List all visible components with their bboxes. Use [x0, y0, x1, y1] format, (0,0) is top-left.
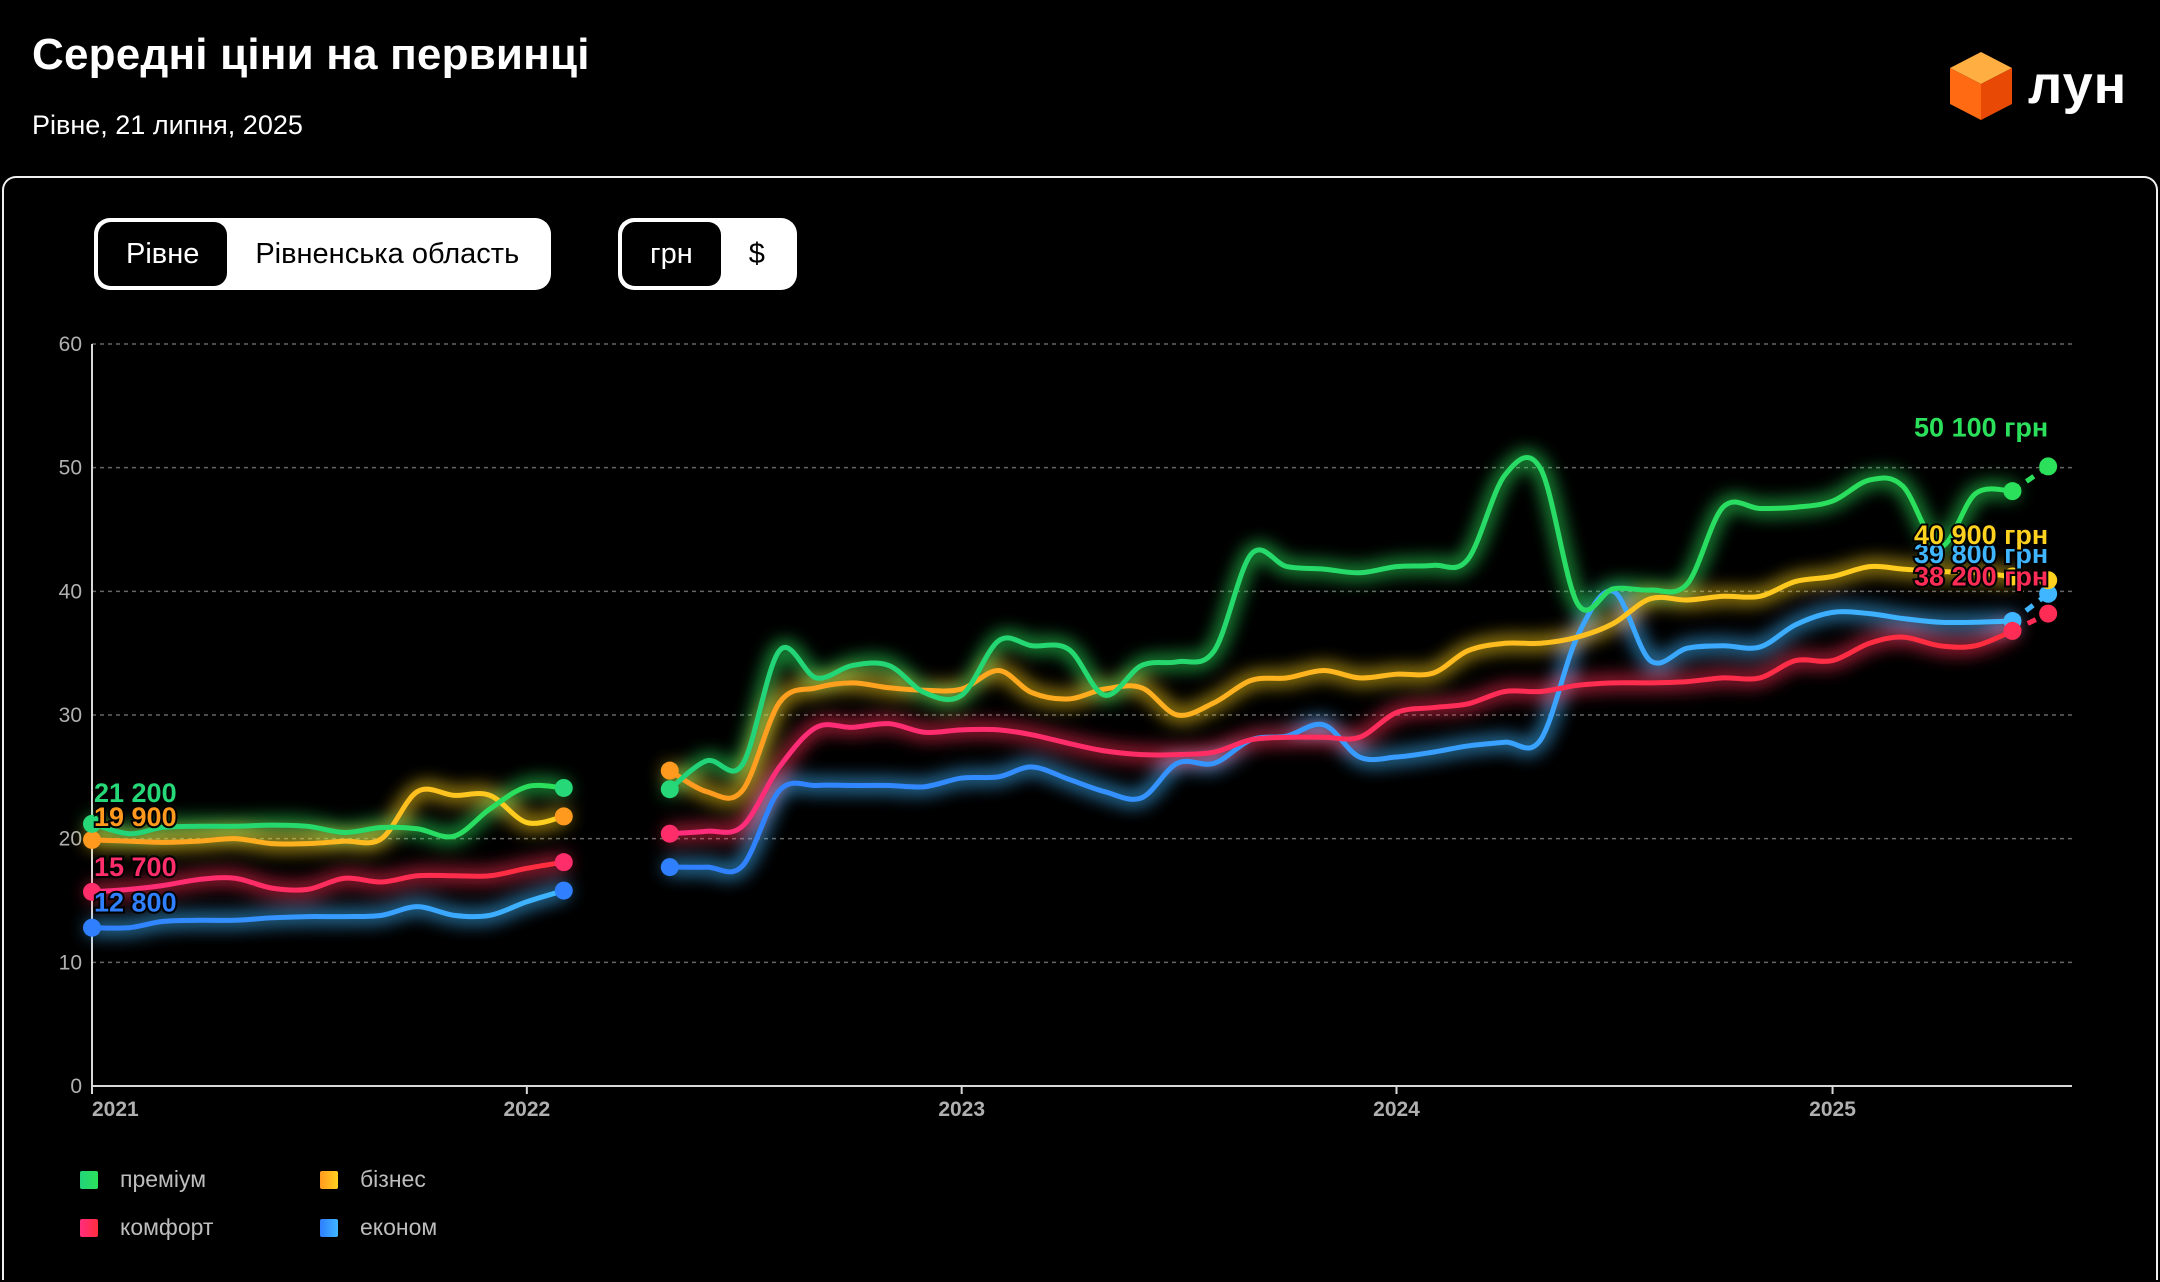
series-line-econom: [667, 588, 2015, 875]
currency-option-uah[interactable]: грн: [622, 222, 721, 286]
price-line-chart: 0 10 20 30 40 50 60 2021 2022 2023 2024 2025 12 800…: [59, 333, 2072, 1121]
point-comfort-segment-start: [83, 882, 101, 901]
currency-option-usd[interactable]: $: [748, 237, 765, 270]
page-subtitle: Рівне, 21 липня, 2025: [32, 110, 303, 140]
header: Середні ціни на первинці Рівне, 21 липня…: [0, 0, 2160, 170]
point-comfort-segment-end: [554, 853, 573, 872]
legend-label-business: бізнес: [360, 1166, 426, 1192]
series-line-business: [89, 786, 567, 847]
series-line-econom: [89, 888, 567, 931]
region-switch: Рівне Рівненська область: [94, 218, 552, 290]
point-premium-latest: [2039, 457, 2058, 476]
legend-swatch-business: [320, 1170, 338, 1189]
glow-econom: [663, 584, 2019, 878]
series-line-comfort: [667, 628, 2015, 837]
currency-switch: грн $: [618, 218, 797, 290]
series-line-premium: [89, 782, 567, 840]
legend-item-premium: преміум: [80, 1166, 206, 1193]
region-option-oblast[interactable]: Рівненська область: [255, 237, 520, 270]
legend-label-comfort: комфорт: [120, 1214, 214, 1240]
cube-logo-icon: [1950, 52, 2012, 120]
x-tick-label: 2021: [92, 1098, 139, 1121]
x-tick-label: 2023: [938, 1098, 985, 1121]
legend-swatch-econom: [320, 1218, 338, 1237]
end-label-business: 40 900 грн: [1914, 520, 2048, 550]
end-label-econom: 39 800 грн: [1914, 539, 2048, 569]
y-tick-label: 30: [59, 704, 82, 727]
start-label-business: 19 900: [94, 802, 177, 832]
point-premium-segment-start: [83, 814, 101, 833]
point-business-latest: [2039, 571, 2058, 590]
point-business-segment-start: [660, 761, 679, 780]
logo-text: лун: [2028, 55, 2128, 115]
brand-logo: лун: [1946, 48, 2136, 128]
start-label-comfort: 15 700: [94, 852, 177, 882]
legend-swatch-premium: [80, 1170, 98, 1189]
series-line-comfort: [89, 859, 567, 895]
legend-label-premium: преміум: [120, 1166, 207, 1192]
point-premium-segment-end: [2003, 482, 2022, 501]
y-tick-label: 0: [70, 1075, 82, 1098]
point-business-segment-start: [83, 830, 101, 849]
x-tick-label: 2022: [503, 1098, 550, 1121]
series-line-business: [667, 563, 2015, 801]
y-tick-label: 20: [59, 828, 82, 851]
glow-business: [663, 560, 2019, 805]
point-business-segment-end: [2003, 567, 2022, 586]
y-tick-label: 50: [59, 457, 82, 480]
point-econom-segment-end: [554, 881, 573, 900]
start-label-econom: 12 800: [94, 888, 177, 918]
x-tick-label: 2025: [1809, 1098, 1856, 1121]
y-tick-label: 40: [59, 580, 82, 603]
point-comfort-latest: [2039, 604, 2058, 623]
start-label-premium: 21 200: [94, 778, 177, 808]
end-label-premium: 50 100 грн: [1914, 412, 2048, 442]
legend-label-econom: економ: [360, 1214, 438, 1240]
point-econom-latest: [2039, 584, 2058, 603]
end-label-comfort: 38 200 грн: [1914, 562, 2048, 592]
series-line-premium: [667, 455, 2015, 792]
point-comfort-segment-end: [2003, 621, 2022, 640]
chart-panel: Рівне Рівненська область грн $: [2, 176, 2158, 1280]
region-option-city[interactable]: Рівне: [98, 222, 228, 286]
legend-item-business: бізнес: [320, 1166, 426, 1193]
legend-item-comfort: комфорт: [80, 1214, 213, 1241]
point-business-segment-end: [554, 807, 573, 826]
point-econom-segment-start: [660, 858, 679, 877]
page-title: Середні ціни на первинці: [32, 30, 590, 79]
point-comfort-segment-start: [660, 824, 679, 843]
y-tick-label: 10: [59, 951, 82, 974]
legend-swatch-comfort: [80, 1218, 98, 1237]
point-premium-segment-start: [660, 780, 679, 799]
point-econom-segment-start: [83, 918, 101, 937]
point-premium-segment-end: [554, 778, 573, 797]
legend-item-econom: економ: [320, 1214, 437, 1241]
y-tick-label: 60: [59, 333, 82, 356]
x-tick-label: 2024: [1373, 1098, 1420, 1121]
